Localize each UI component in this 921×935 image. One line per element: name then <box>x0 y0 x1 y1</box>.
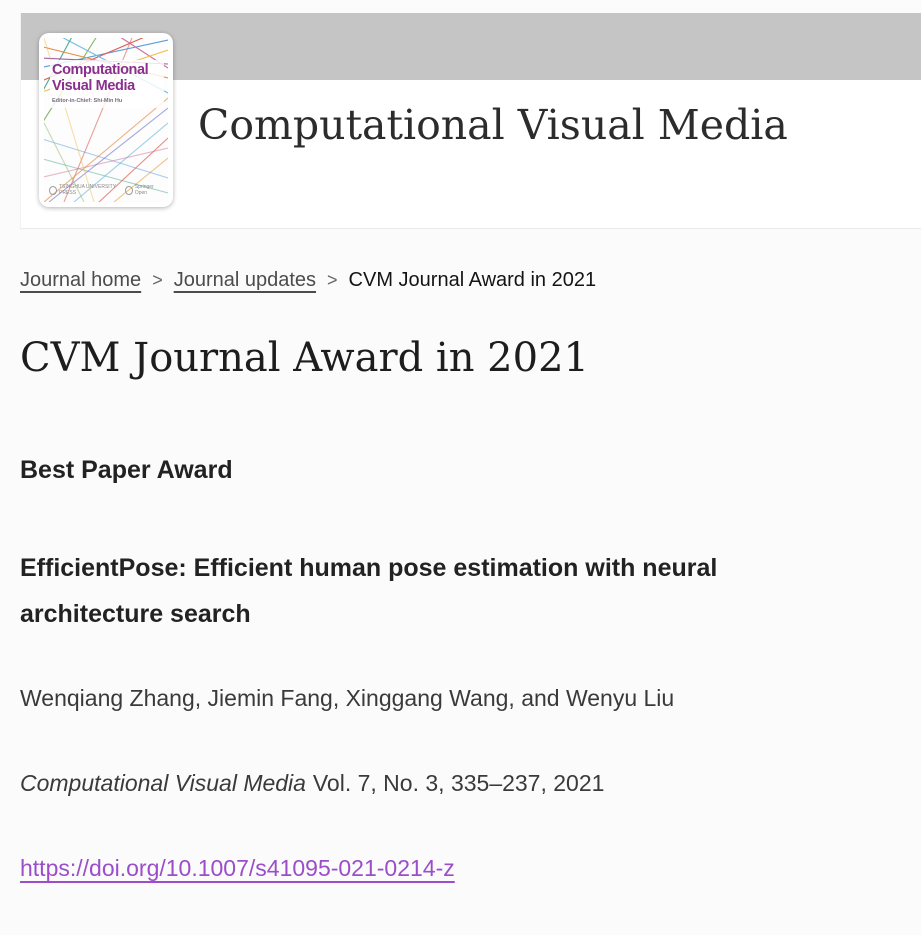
citation-volume-info: Vol. 7, No. 3, 335–237, 2021 <box>312 770 605 796</box>
journal-header: Computational Visual Media Editor-in-Chi… <box>20 13 921 229</box>
page-title: CVM Journal Award in 2021 <box>20 335 589 381</box>
breadcrumb-journal-home[interactable]: Journal home <box>20 269 142 291</box>
cover-journal-title: Computational Visual Media <box>52 62 149 94</box>
cover-publisher-logos: TSINGHUA UNIVERSITY PRESS Springer Open <box>49 184 163 196</box>
award-category-heading: Best Paper Award <box>20 456 233 484</box>
journal-cover-art: Computational Visual Media Editor-in-Chi… <box>44 38 168 202</box>
springer-open-logo: Springer Open <box>124 184 163 196</box>
springer-horse-icon <box>124 185 133 195</box>
breadcrumb-separator-icon: > <box>152 270 163 290</box>
breadcrumb-separator-icon: > <box>327 270 338 290</box>
citation-journal-name: Computational Visual Media <box>20 770 306 796</box>
doi-row: https://doi.org/10.1007/s41095-021-0214-… <box>20 855 901 882</box>
breadcrumb-current-page: CVM Journal Award in 2021 <box>348 269 597 291</box>
tsinghua-press-logo: TSINGHUA UNIVERSITY PRESS <box>49 184 125 196</box>
paper-citation: Computational Visual Media Vol. 7, No. 3,… <box>20 770 901 797</box>
journal-cover-thumbnail[interactable]: Computational Visual Media Editor-in-Chi… <box>39 33 173 207</box>
journal-title: Computational Visual Media <box>198 101 788 149</box>
awarded-paper-title: EfficientPose: Efficient human pose esti… <box>20 554 718 628</box>
breadcrumb-journal-updates[interactable]: Journal updates <box>173 269 317 291</box>
main-content: Journal home > Journal updates > CVM Jou… <box>20 269 901 882</box>
cover-editor-line: Editor-in-Chief: Shi-Min Hu <box>52 98 123 105</box>
doi-link[interactable]: https://doi.org/10.1007/s41095-021-0214-… <box>20 855 455 881</box>
tsinghua-emblem-icon <box>49 185 58 195</box>
paper-authors: Wenqiang Zhang, Jiemin Fang, Xinggang Wa… <box>20 685 675 711</box>
breadcrumb: Journal home > Journal updates > CVM Jou… <box>20 269 901 292</box>
cover-title-panel: Computational Visual Media Editor-in-Chi… <box>50 60 164 109</box>
